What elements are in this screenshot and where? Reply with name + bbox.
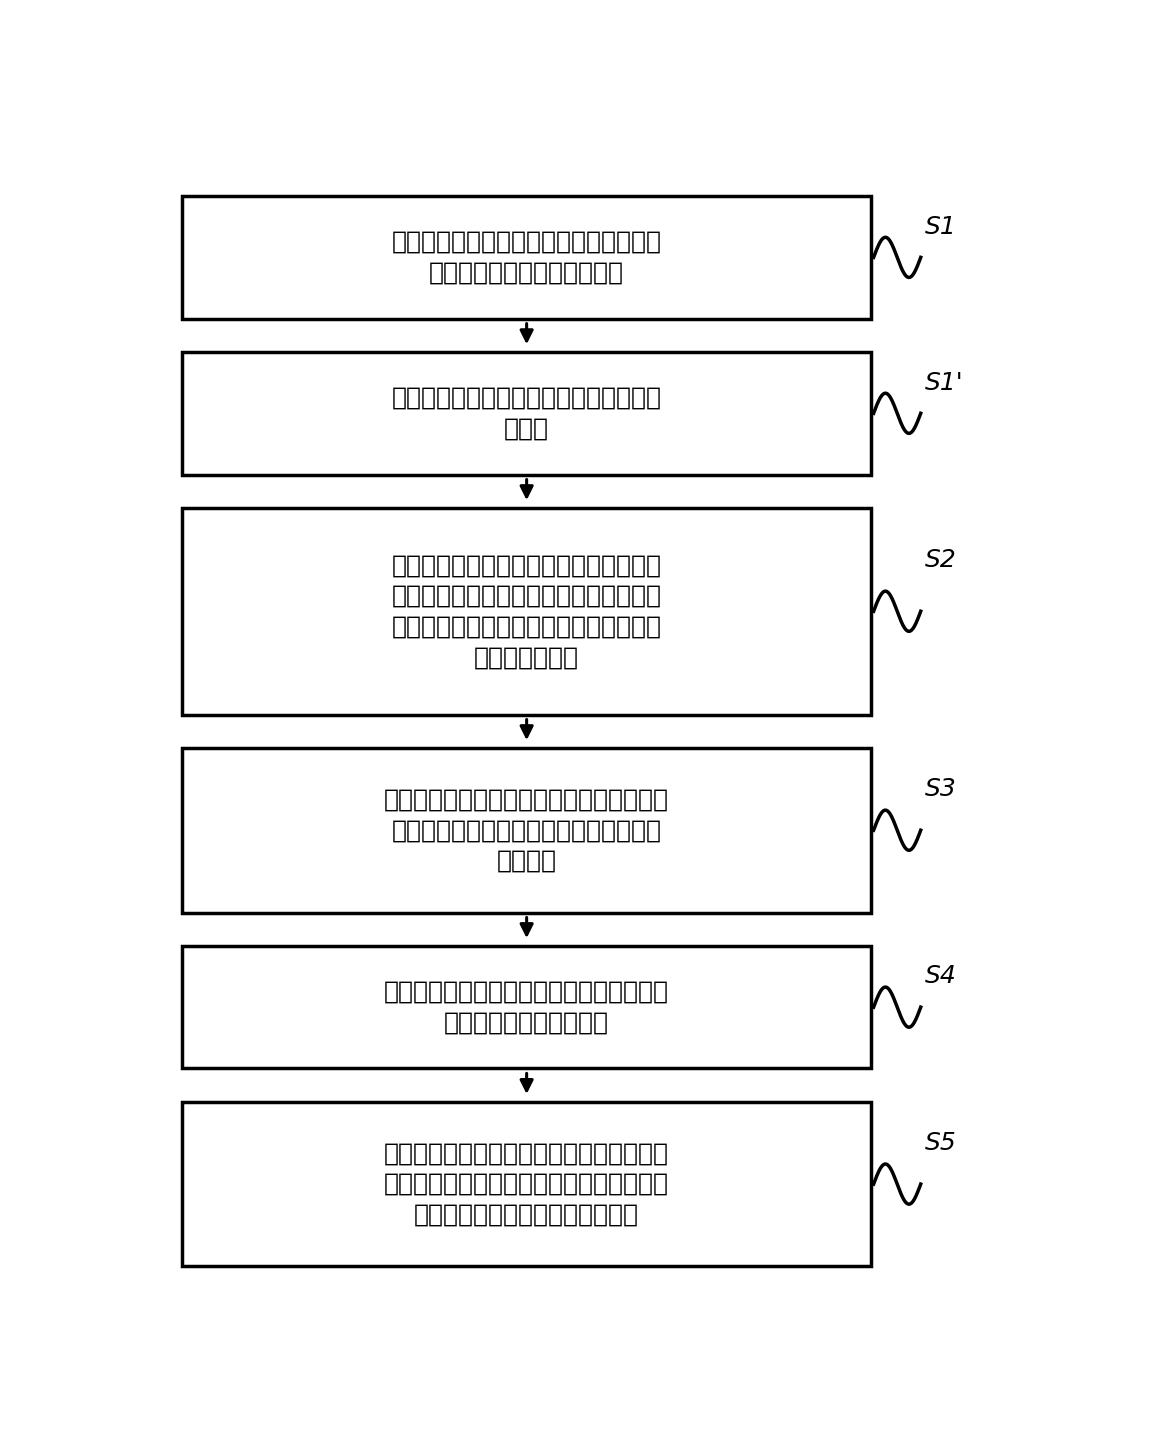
Bar <box>182 352 871 475</box>
Bar <box>182 508 871 715</box>
Bar <box>182 946 871 1069</box>
Bar <box>182 747 871 912</box>
Bar <box>182 195 871 319</box>
Bar <box>182 1102 871 1267</box>
Text: S3: S3 <box>926 778 957 801</box>
Text: 执行第三次进丝指令，开始填充熔腔，已经
吐出的丝自动从喷嘴掉落: 执行第三次进丝指令，开始填充熔腔，已经 吐出的丝自动从喷嘴掉落 <box>385 980 669 1034</box>
Text: 当接收重新打印的请求时，喷头离开原打
印位置并移动到预定初始位置: 当接收重新打印的请求时，喷头离开原打 印位置并移动到预定初始位置 <box>392 230 662 285</box>
Text: 执行喷头加热指令，加热喷头；执行第一
次进丝指令，将残留打印丝挤出熔腔；执
行第二次进丝指令，将第一次进丝后被熔
化的丝挤出熔腔: 执行喷头加热指令，加热喷头；执行第一 次进丝指令，将残留打印丝挤出熔腔；执 行第… <box>392 553 662 669</box>
Text: S1: S1 <box>926 214 957 239</box>
Text: S1': S1' <box>926 371 964 395</box>
Text: 执行喷头回位的指令，将喷头移动到原打印
位置，移动喷头的过程中，执行第四次进丝
指令，熔腔填满时，重新开始打印: 执行喷头回位的指令，将喷头移动到原打印 位置，移动喷头的过程中，执行第四次进丝 … <box>385 1141 669 1226</box>
Text: 执行回抽处理指令，将打印丝反方向提升，
使得熔腔内部形成部分空虚空间，空气进
入熔腔内: 执行回抽处理指令，将打印丝反方向提升， 使得熔腔内部形成部分空虚空间，空气进 入… <box>385 788 669 873</box>
Text: S5: S5 <box>926 1131 957 1156</box>
Text: S4: S4 <box>926 964 957 989</box>
Text: S2: S2 <box>926 547 957 572</box>
Text: 将打印平台调整到距离打印件为正常打印
的高度: 将打印平台调整到距离打印件为正常打印 的高度 <box>392 387 662 440</box>
